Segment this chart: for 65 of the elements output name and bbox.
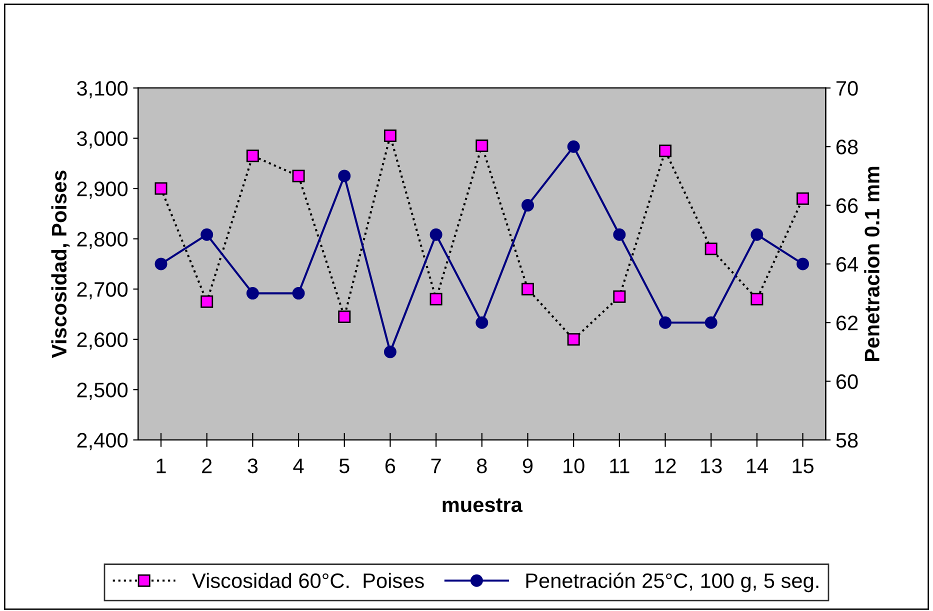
- x-tick-label: 4: [293, 458, 304, 474]
- y2-tick-label: 64: [836, 256, 858, 272]
- point: [154, 258, 168, 270]
- point: [154, 182, 168, 195]
- x-tick-label: 13: [701, 458, 722, 474]
- point: [338, 170, 351, 182]
- y2-tick-label: 60: [836, 374, 858, 390]
- y2-tick-label: 58: [836, 432, 858, 448]
- x-tick-label: 9: [522, 458, 533, 474]
- y-tick-label: 2,700: [77, 282, 128, 300]
- y2-axis-title: Penetracion 0.1 mm: [864, 166, 880, 361]
- point: [659, 144, 672, 158]
- y-tick-label: 2,900: [77, 182, 128, 199]
- point: [796, 258, 810, 270]
- legend-label: Penetración 25°C, 100 g, 5 seg.: [526, 572, 818, 592]
- y-tick-label: 3,000: [77, 131, 128, 148]
- point: [750, 228, 764, 241]
- point: [796, 192, 810, 205]
- x-tick-label: 3: [248, 458, 258, 474]
- point: [292, 170, 305, 182]
- y-tick-label: 3,100: [77, 80, 128, 98]
- point: [338, 310, 351, 323]
- point: [704, 242, 718, 256]
- y2-tick-label: 68: [836, 140, 858, 154]
- y2-tick-label: 70: [836, 80, 858, 96]
- x-tick-label: 5: [339, 458, 350, 474]
- point: [430, 292, 442, 306]
- point: [292, 287, 305, 300]
- legend-label: Viscosidad 60°C. Poises: [192, 572, 424, 588]
- point: [384, 129, 396, 142]
- point: [476, 316, 488, 329]
- point: [476, 140, 488, 152]
- x-tick-label: 8: [477, 458, 487, 474]
- x-tick-label: 15: [792, 458, 814, 474]
- x-tick-label: 11: [610, 458, 630, 474]
- point: [384, 346, 396, 358]
- point: [613, 228, 626, 241]
- point: [750, 292, 764, 306]
- y-axis-title: Viscosidad, Poises: [51, 170, 70, 358]
- point: [521, 199, 534, 212]
- point: [567, 333, 580, 346]
- point: [567, 140, 580, 153]
- point: [246, 150, 259, 162]
- x-tick-label: 7: [431, 458, 441, 474]
- y2-tick-label: 62: [836, 316, 858, 330]
- point: [430, 228, 442, 241]
- point: [659, 316, 672, 329]
- x-tick-label: 12: [655, 458, 676, 474]
- point: [704, 316, 718, 329]
- x-axis-title: muestra: [442, 498, 523, 512]
- point: [521, 282, 534, 296]
- y-tick-label: 2,500: [77, 382, 128, 400]
- point: [246, 287, 259, 300]
- x-tick-label: 1: [156, 458, 166, 474]
- point: [613, 290, 626, 303]
- x-tick-label: 14: [746, 458, 768, 474]
- y-tick-label: 2,400: [77, 432, 128, 450]
- y-tick-label: 2,600: [77, 332, 128, 350]
- x-tick-label: 2: [202, 458, 212, 474]
- point: [200, 295, 214, 308]
- y2-tick-label: 66: [836, 198, 858, 214]
- x-tick-label: 10: [564, 458, 584, 474]
- point: [200, 228, 214, 241]
- x-tick-label: 6: [385, 458, 396, 474]
- y-tick-label: 2,800: [77, 232, 128, 250]
